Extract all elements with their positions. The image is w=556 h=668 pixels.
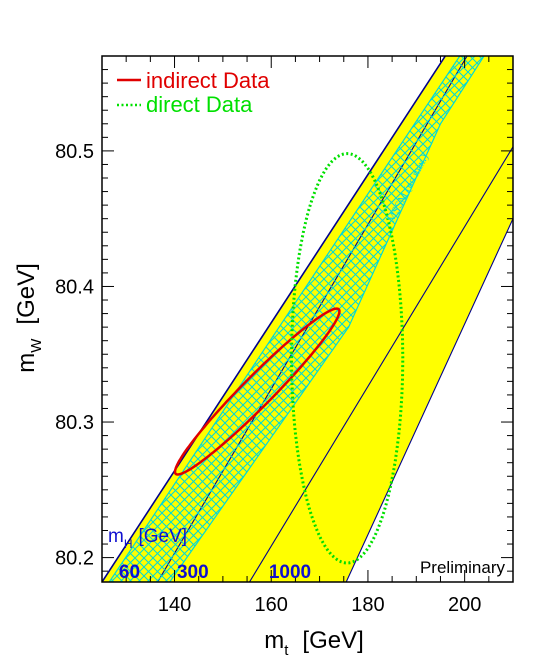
- mh-title: mH [GeV]: [108, 526, 187, 551]
- y-axis-title: mW [GeV]: [13, 263, 45, 373]
- mh-title-unit: [GeV]: [139, 526, 188, 547]
- y-tick-label: 80.4: [55, 276, 94, 298]
- y-axis-title-main: m: [13, 353, 40, 373]
- x-tick-label: 160: [255, 594, 288, 616]
- y-axis-title-unit: [GeV]: [13, 263, 40, 324]
- x-tick-label: 180: [351, 594, 384, 616]
- higgs-line-1000: [249, 145, 513, 582]
- y-tick-label: 80.5: [55, 141, 94, 163]
- mssm-band: [108, 56, 485, 582]
- x-axis-title: mt [GeV]: [264, 627, 364, 659]
- legend-label-direct: direct Data: [146, 92, 253, 117]
- x-axis-title-unit: [GeV]: [302, 627, 363, 654]
- higgs-line-edge: [345, 217, 513, 582]
- plot-frame: [101, 55, 514, 583]
- x-tick-label: 200: [448, 594, 481, 616]
- y-tick-label: 80.2: [55, 548, 94, 570]
- preliminary-label: Preliminary: [420, 558, 506, 577]
- y-axis-title-sub: W: [28, 338, 45, 353]
- mh-title-main: m: [108, 526, 124, 547]
- higgs-line-60: [102, 56, 446, 582]
- mh-value-300: 300: [177, 562, 209, 583]
- indirect-data-contour: [173, 307, 341, 476]
- direct-data-contour: [289, 152, 405, 565]
- x-axis-title-sub: t: [284, 642, 289, 659]
- mh-value-1000: 1000: [269, 562, 311, 583]
- mh-value-60: 60: [119, 562, 140, 583]
- x-axis-title-main: m: [264, 627, 284, 654]
- y-tick-label: 80.3: [55, 412, 94, 434]
- x-tick-label: 140: [158, 594, 191, 616]
- legend-label-indirect: indirect Data: [146, 68, 270, 93]
- mh-title-sub: H: [124, 537, 133, 551]
